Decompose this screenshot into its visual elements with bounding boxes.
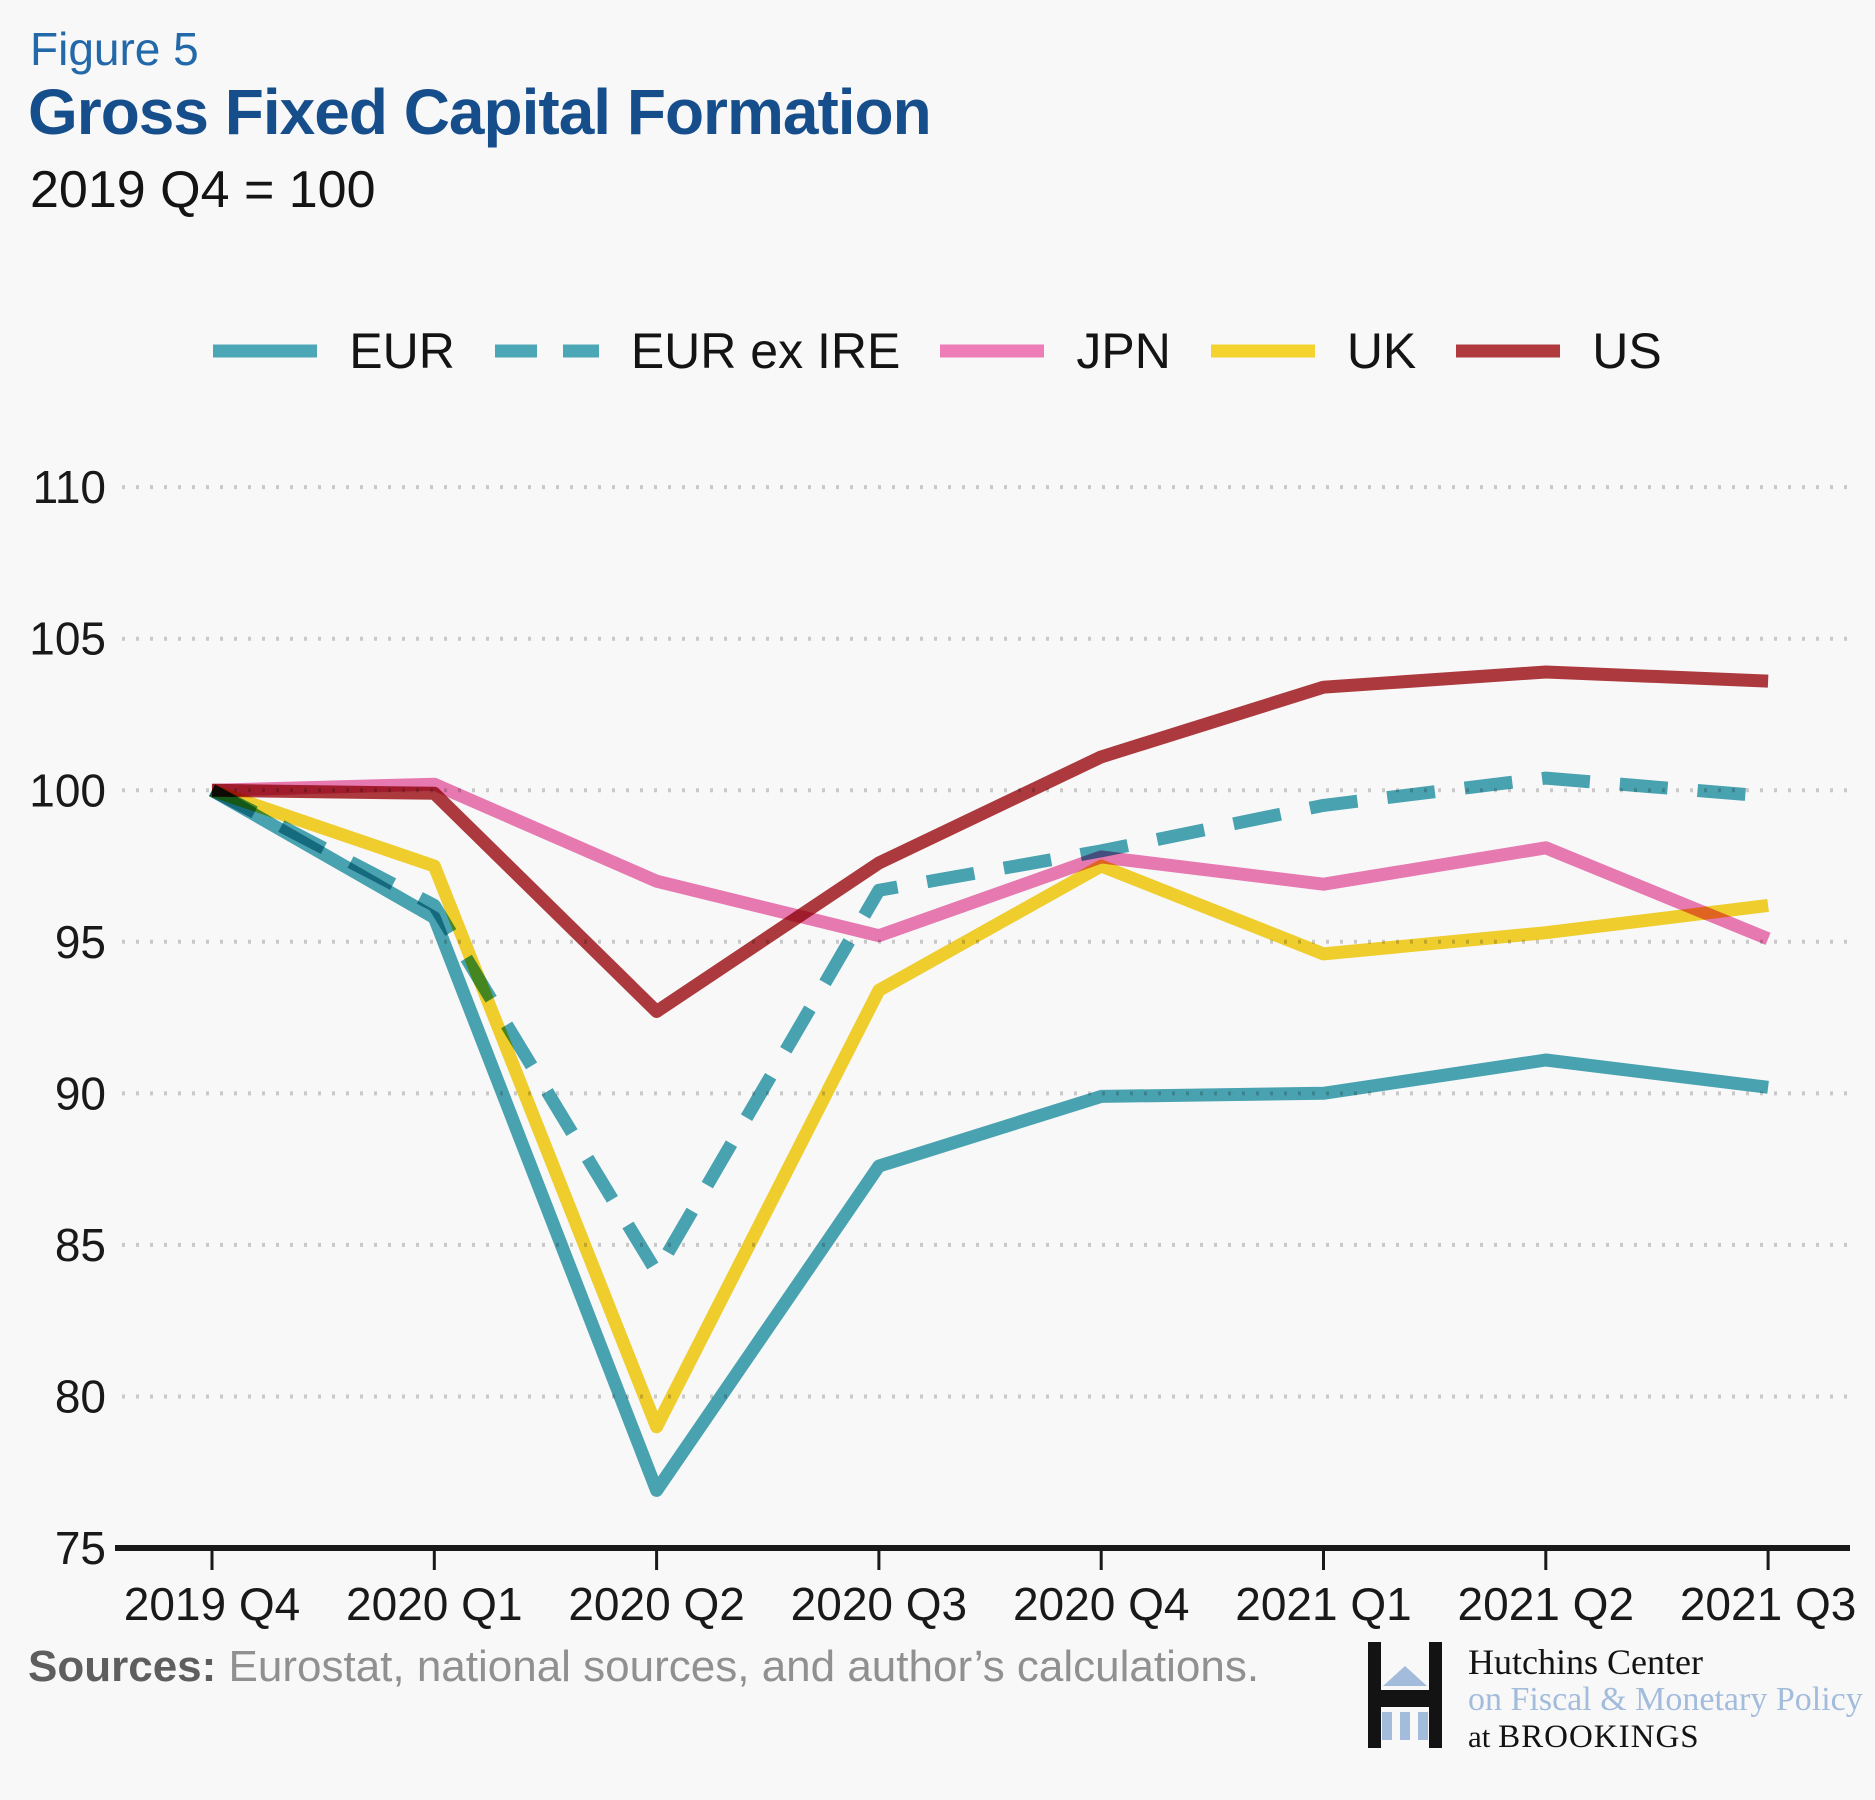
svg-text:75: 75 [55,1522,106,1574]
legend-label-eur: EUR [349,323,455,379]
svg-text:105: 105 [29,613,106,665]
series-line-jpn [211,777,1771,945]
figure-label: Figure 5 [30,23,199,75]
legend-swatch-uk [1210,344,1315,358]
legend-swatch-jpn [940,344,1045,358]
legend-item-eur: EUR [213,322,455,380]
svg-text:2021 Q1: 2021 Q1 [1235,1578,1411,1630]
logo-pediment-icon [1383,1666,1427,1686]
logo-brookings-text: BROOKINGS [1498,1719,1700,1755]
legend-item-uk: UK [1210,322,1417,380]
series-line-eur [208,784,1769,1497]
svg-text:2019 Q4: 2019 Q4 [124,1578,300,1630]
subtitle: 2019 Q4 = 100 [30,161,376,219]
svg-text:2020 Q4: 2020 Q4 [1013,1578,1189,1630]
page-title: Gross Fixed Capital Formation [28,76,932,148]
svg-text:2020 Q2: 2020 Q2 [568,1578,744,1630]
legend-swatch-us [1456,344,1561,358]
svg-text:2021 Q3: 2021 Q3 [1680,1578,1856,1630]
logo-column-icon [1382,1712,1392,1740]
logo-line3-prefix: at [1468,1719,1499,1754]
x-axis [115,1545,1850,1570]
source-note-prefix: Sources: [28,1642,217,1691]
legend-item-us: US [1456,322,1662,380]
series-line-uk [209,784,1769,1434]
logo-text: Hutchins Center on Fiscal & Monetary Pol… [1468,1642,1863,1756]
x-axis-labels: 2019 Q4 2020 Q1 2020 Q2 2020 Q3 2020 Q4 2021 … [124,1578,1857,1630]
line-chart: 75 80 85 90 95 100 105 110 2019 Q4 2020 Q1 2020 Q2… [29,461,1857,1630]
svg-text:110: 110 [33,461,106,513]
legend-label-jpn: JPN [1076,323,1171,379]
y-gridlines [122,485,1856,1399]
svg-text:80: 80 [55,1370,106,1422]
legend-swatch-eur [213,344,318,358]
logo-line3: at BROOKINGS [1468,1718,1863,1756]
y-axis-labels: 75 80 85 90 95 100 105 110 [29,461,106,1574]
svg-text:2020 Q3: 2020 Q3 [791,1578,967,1630]
hutchins-h-icon [1368,1642,1442,1748]
legend-item-jpn: JPN [940,322,1171,380]
source-note-text: Eurostat, national sources, and author’s… [216,1642,1260,1691]
legend-label-eur-ex-ire: EUR ex IRE [630,323,901,379]
logo-column-icon [1418,1712,1428,1740]
source-note: Sources: Eurostat, national sources, and… [28,1642,1259,1692]
series-line-eur-ex-ire [209,771,1769,1279]
hutchins-brookings-logo: Hutchins Center on Fiscal & Monetary Pol… [1368,1642,1863,1756]
svg-text:85: 85 [55,1219,106,1271]
chart-legend: EUR EUR ex IRE JPN UK US [0,322,1875,380]
svg-text:90: 90 [55,1067,106,1119]
svg-text:100: 100 [29,764,106,816]
logo-h-right-bar [1429,1642,1442,1748]
legend-item-eur-ex-ire: EUR ex IRE [494,322,901,380]
legend-label-us: US [1592,323,1662,379]
svg-text:2021 Q2: 2021 Q2 [1458,1578,1634,1630]
legend-label-uk: UK [1346,323,1417,379]
legend-swatch-eur-ex-ire [494,344,599,358]
logo-column-icon [1400,1712,1410,1740]
svg-text:2020 Q1: 2020 Q1 [346,1578,522,1630]
logo-line2: on Fiscal & Monetary Policy [1468,1681,1863,1718]
logo-line1: Hutchins Center [1468,1642,1703,1682]
series-line-us [211,665,1769,1018]
logo-h-left-bar [1368,1642,1381,1748]
svg-text:95: 95 [55,916,106,968]
logo-h-crossbar [1379,1690,1431,1707]
